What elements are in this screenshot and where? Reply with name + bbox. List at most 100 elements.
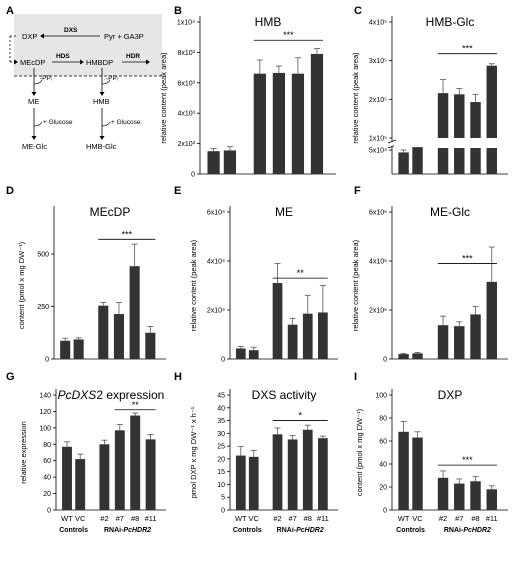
x-tick-label: #7 — [288, 514, 296, 523]
bar — [272, 434, 283, 510]
significance-label: *** — [462, 455, 473, 465]
y-tick-label: 2x10³ — [177, 141, 195, 148]
panel-label-a: A — [6, 5, 14, 17]
x-tick-label: WT — [398, 514, 410, 523]
y-tick-label: 35 — [217, 418, 225, 425]
bar — [398, 431, 409, 510]
significance-label: *** — [122, 229, 133, 239]
y-tick-label: 6x10³ — [177, 80, 195, 87]
y-tick-label: 500 — [37, 252, 49, 259]
bar — [412, 147, 423, 174]
y-tick-label: 0 — [383, 357, 387, 364]
axis-break-mark — [387, 139, 397, 144]
bar — [60, 340, 71, 359]
bar — [454, 326, 465, 359]
y-tick-label: 2x10⁴ — [207, 308, 225, 315]
bar — [272, 72, 285, 174]
bar — [291, 73, 305, 174]
panel-label-h: H — [174, 371, 182, 383]
chart-title: ME-Glc — [430, 205, 470, 219]
y-axis-label: content (pmol x mg DW⁻¹) — [355, 408, 364, 496]
node-mecdp: MEcDP — [20, 58, 45, 67]
bar — [454, 94, 465, 138]
x-tick-label: #2 — [273, 514, 281, 523]
y-tick-label: 4x10⁵ — [369, 20, 387, 27]
bar-break-gap — [394, 141, 508, 147]
significance-label: ** — [297, 268, 305, 278]
group-label-rnai: RNAi-PcHDR2 — [277, 527, 324, 534]
bar — [253, 73, 266, 174]
ppi-curve-left — [33, 79, 43, 85]
y-axis-label: relative content (peak area) — [189, 239, 198, 331]
chart-f: F ME-Glc 0 2x10⁶ 4x10⁶ 6x10⁶ relative content … — [351, 185, 508, 364]
y-tick-label: 0 — [221, 357, 225, 364]
bar — [437, 148, 449, 174]
bar — [248, 456, 259, 510]
significance-label: *** — [462, 44, 473, 54]
y-tick-label: 0 — [383, 508, 387, 515]
significance-label: ** — [132, 400, 140, 410]
y-tick-label: 10 — [217, 482, 225, 489]
bar — [398, 354, 409, 359]
bar — [129, 266, 140, 359]
bar — [470, 314, 481, 359]
chart-g: G PcDXS2 expression 0 20 40 60 80 100 120 140 rela… — [6, 371, 166, 534]
me-arrowhead — [31, 92, 37, 96]
y-axis-label: relative content (peak area) — [351, 52, 360, 144]
bar — [75, 459, 86, 510]
node-hmbdp: HMBDP — [86, 58, 113, 67]
panel-label-f: F — [354, 185, 361, 197]
x-tick-label: #11 — [317, 514, 329, 523]
bar — [287, 324, 298, 359]
y-tick-label: 40 — [217, 405, 225, 412]
chart-e: E ME 0 2x10⁴ 4x10⁴ 6x10⁴ relative content (pea… — [174, 185, 338, 364]
y-tick-label: 20 — [217, 456, 225, 463]
bar — [437, 325, 449, 359]
chart-d: D MEcDP 0 250 500 content (pmol x mg DW⁻¹) *** — [6, 185, 166, 364]
node-me: ME — [28, 97, 39, 106]
panel-label-i: I — [354, 371, 357, 383]
bar — [486, 489, 497, 510]
y-tick-label: 2x10⁶ — [369, 308, 387, 315]
y-tick-label: 1x10⁴ — [177, 20, 195, 27]
glucose-curve-left — [33, 121, 43, 127]
bar — [470, 481, 481, 510]
x-tick-label: WT — [61, 514, 73, 523]
node-me-glc: ME-Glc — [22, 142, 47, 151]
chart-title: MEcDP — [90, 205, 131, 219]
bar — [287, 439, 298, 510]
dxs-arrowhead — [40, 33, 44, 39]
y-tick-label: 6x10⁴ — [207, 210, 225, 217]
y-tick-label: 5x10⁴ — [369, 148, 387, 155]
chart-title: DXP — [438, 388, 463, 402]
hmbglc-arrowhead — [99, 136, 105, 140]
glucose-right: + Glucose — [111, 119, 141, 126]
x-tick-label: #2 — [439, 514, 447, 523]
group-label-controls: Controls — [396, 527, 425, 534]
chart-title: HMB — [255, 15, 282, 29]
x-tick-label: #7 — [455, 514, 463, 523]
x-tick-label: #8 — [304, 514, 312, 523]
bar — [318, 438, 328, 510]
bar — [62, 446, 72, 510]
bar — [272, 283, 283, 359]
y-tick-label: 6x10⁶ — [369, 210, 387, 217]
chart-title: ME — [275, 205, 293, 219]
bar — [98, 305, 109, 359]
y-tick-label: 30 — [217, 431, 225, 438]
node-hmb: HMB — [93, 97, 110, 106]
bar — [412, 437, 423, 510]
y-tick-label: 5 — [221, 495, 225, 502]
hdr-arrowhead — [146, 59, 150, 65]
y-tick-label: 4x10⁴ — [207, 259, 225, 266]
y-axis-label: content (pmol x mg DW⁻¹) — [17, 241, 26, 329]
panel-label-e: E — [174, 185, 181, 197]
bar — [130, 415, 141, 510]
chart-h: H DXS activity 0 5 10 15 20 25 30 35 40 45 pmol DXP … — [174, 371, 338, 534]
bar — [310, 53, 324, 174]
y-tick-label: 0 — [45, 357, 49, 364]
chart-title: DXS activity — [252, 388, 317, 402]
x-tick-label: #11 — [145, 514, 157, 523]
bar — [412, 353, 423, 359]
bar — [454, 148, 465, 174]
